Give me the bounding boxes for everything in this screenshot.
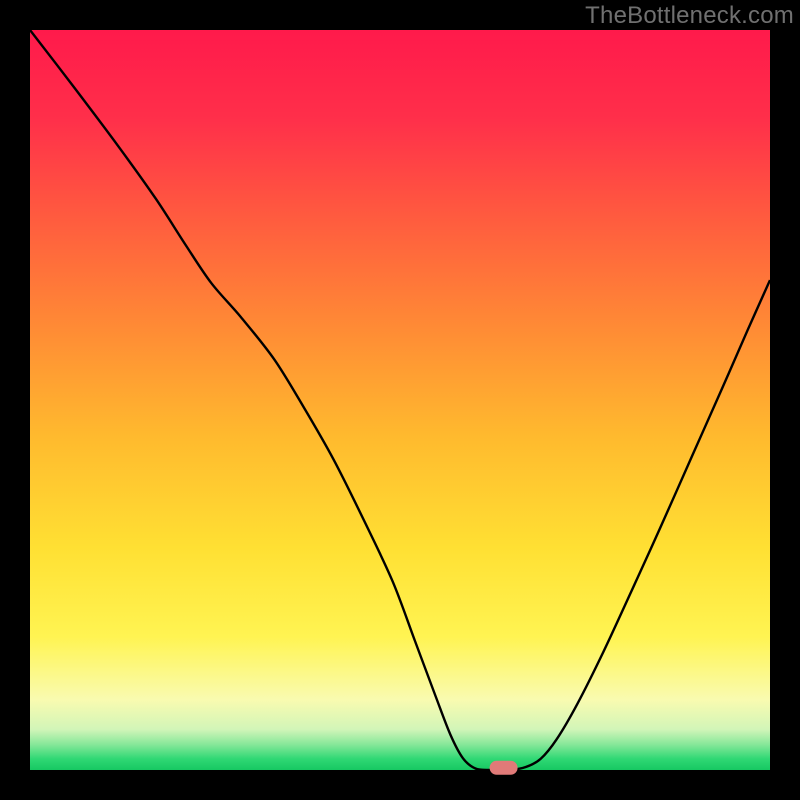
bottleneck-chart xyxy=(0,0,800,800)
floor-marker xyxy=(490,761,518,775)
plot-background xyxy=(30,30,770,770)
